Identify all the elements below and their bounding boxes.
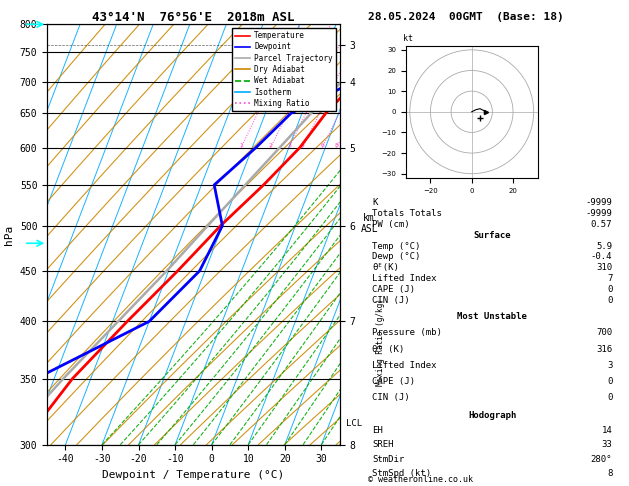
Text: Hodograph: Hodograph [468,411,516,420]
Text: LCL: LCL [345,419,362,428]
Text: SREH: SREH [372,440,394,449]
Text: 8: 8 [607,469,612,478]
Text: K: K [372,198,377,207]
Text: 0: 0 [607,296,612,305]
Title: 43°14'N  76°56'E  2018m ASL: 43°14'N 76°56'E 2018m ASL [92,11,294,24]
Text: θᴱ (K): θᴱ (K) [372,345,404,354]
Text: © weatheronline.co.uk: © weatheronline.co.uk [368,474,473,484]
Text: 700: 700 [596,329,612,337]
Y-axis label: km
ASL: km ASL [360,213,378,235]
Text: Temp (°C): Temp (°C) [372,242,421,251]
Text: 316: 316 [596,345,612,354]
Text: 28.05.2024  00GMT  (Base: 18): 28.05.2024 00GMT (Base: 18) [368,12,564,22]
Text: 6: 6 [320,142,324,148]
Text: CAPE (J): CAPE (J) [372,285,415,295]
X-axis label: Dewpoint / Temperature (°C): Dewpoint / Temperature (°C) [103,470,284,480]
Text: 0: 0 [607,393,612,402]
Text: Dewp (°C): Dewp (°C) [372,252,421,261]
Text: 3: 3 [607,361,612,370]
Legend: Temperature, Dewpoint, Parcel Trajectory, Dry Adiabat, Wet Adiabat, Isotherm, Mi: Temperature, Dewpoint, Parcel Trajectory… [232,28,336,111]
Text: Totals Totals: Totals Totals [372,208,442,218]
Text: CIN (J): CIN (J) [372,393,409,402]
Text: EH: EH [372,426,383,434]
Text: Lifted Index: Lifted Index [372,361,437,370]
Text: kt: kt [403,34,413,43]
Text: 7: 7 [607,274,612,283]
Text: Lifted Index: Lifted Index [372,274,437,283]
Y-axis label: hPa: hPa [4,225,14,244]
Text: 3: 3 [287,142,291,148]
Text: 0.57: 0.57 [591,220,612,229]
Text: 5.9: 5.9 [596,242,612,251]
Text: 280°: 280° [591,455,612,464]
Text: PW (cm): PW (cm) [372,220,409,229]
Text: Most Unstable: Most Unstable [457,312,527,321]
Text: 1: 1 [239,142,243,148]
Text: 2: 2 [269,142,273,148]
Text: Mixing Ratio (g/kg): Mixing Ratio (g/kg) [376,298,385,386]
Text: CAPE (J): CAPE (J) [372,377,415,386]
Text: Surface: Surface [474,230,511,240]
Text: 0: 0 [607,285,612,295]
Text: 0: 0 [607,377,612,386]
Text: StmSpd (kt): StmSpd (kt) [372,469,431,478]
Text: StmDir: StmDir [372,455,404,464]
Text: θᴱ(K): θᴱ(K) [372,263,399,273]
Text: Pressure (mb): Pressure (mb) [372,329,442,337]
Text: CIN (J): CIN (J) [372,296,409,305]
Text: -9999: -9999 [586,208,612,218]
Text: 310: 310 [596,263,612,273]
Text: 8: 8 [335,142,338,148]
Text: -9999: -9999 [586,198,612,207]
Text: 4: 4 [301,142,304,148]
Text: 33: 33 [601,440,612,449]
Text: 14: 14 [601,426,612,434]
Text: -0.4: -0.4 [591,252,612,261]
